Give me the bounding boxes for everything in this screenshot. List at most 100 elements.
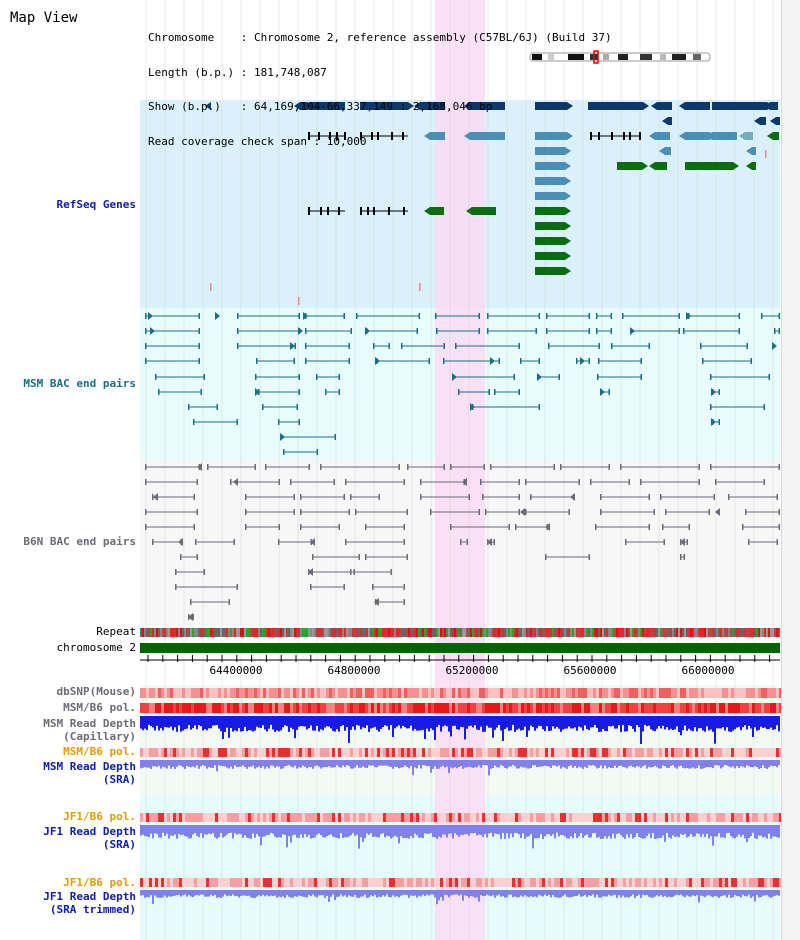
gene-exon: [611, 132, 613, 140]
jf1-pol2-cell: [188, 878, 191, 887]
bac-end: [298, 419, 300, 425]
vertical-scrollbar[interactable]: [781, 0, 800, 940]
repeat-element: [620, 628, 622, 637]
repeat-element: [532, 628, 534, 637]
repeat-element: [144, 628, 146, 637]
dbsnp-cell: [704, 688, 707, 698]
repeat-element: [288, 628, 290, 637]
jf1-depth-trim-bar: [770, 890, 772, 898]
track-label-msm-bac[interactable]: MSM BAC end pairs: [23, 377, 136, 390]
jf1-pol2-cell: [329, 878, 332, 887]
msm-pol-cell: [413, 703, 416, 713]
jf1-depth-trim-bar: [158, 890, 160, 898]
track-label-msm-depth-cap[interactable]: MSM Read Depth: [43, 717, 136, 730]
track-label-chromosome[interactable]: chromosome 2: [56, 641, 136, 654]
track-label-refseq[interactable]: RefSeq Genes: [56, 198, 136, 211]
jf1-pol2-cell: [149, 878, 152, 887]
msm-pol-cell: [410, 703, 413, 713]
track-label-jf1-pol[interactable]: JF1/B6 pol.: [63, 810, 136, 823]
jf1-pol2-cell: [332, 878, 335, 887]
jf1-pol-cell: [578, 813, 581, 822]
msm-depth-sra-bar: [198, 760, 200, 769]
jf1-depth-sra-bar: [266, 825, 268, 836]
msm-depth-capillary-bar: [218, 716, 220, 729]
jf1-pol2-cell: [266, 878, 269, 887]
jf1-pol2-cell: [758, 878, 761, 887]
jf1-depth-sra-bar: [248, 825, 250, 839]
jf1-depth-trim-bar: [174, 890, 176, 896]
track-label-jf1-depth-trim[interactable]: JF1 Read Depth: [43, 890, 136, 903]
track-label-msm-pol[interactable]: MSM/B6 pol.: [63, 701, 136, 714]
msm-pol2-cell: [776, 748, 779, 757]
jf1-depth-trim-bar: [626, 890, 628, 898]
bac-end-marker-icon: [580, 357, 585, 365]
msm-pol-cell: [170, 703, 173, 713]
jf1-depth-trim-bar: [706, 890, 708, 896]
jf1-depth-trim-bar: [194, 890, 196, 896]
jf1-depth-trim-bar: [756, 890, 758, 895]
msm-depth-capillary-bar: [332, 716, 334, 731]
bac-end: [403, 539, 405, 545]
bac-end: [458, 389, 460, 395]
repeat-element: [340, 628, 342, 637]
repeat-element: [622, 628, 624, 637]
jf1-pol-cell: [308, 813, 311, 822]
gene-exon: [327, 207, 329, 215]
gene-exon: [388, 207, 390, 215]
repeat-element: [292, 628, 294, 637]
msm-depth-capillary-bar: [226, 716, 228, 728]
bac-end-marker-icon: [470, 403, 475, 411]
repeat-element: [298, 628, 300, 637]
jf1-depth-sra-bar: [746, 825, 748, 843]
track-label-b6n-bac[interactable]: B6N BAC end pairs: [23, 535, 136, 548]
jf1-depth-sra-bar: [756, 825, 758, 839]
bac-end: [535, 328, 537, 334]
jf1-pol-cell: [731, 813, 734, 822]
dbsnp-cell: [491, 688, 494, 698]
msm-depth-capillary-bar: [764, 716, 766, 728]
jf1-depth-sra-bar: [198, 825, 200, 838]
msm-depth-capillary-bar: [314, 716, 316, 731]
repeat-element: [160, 628, 162, 637]
msm-pol-cell: [647, 703, 650, 713]
msm-depth-capillary-bar: [410, 716, 412, 726]
track-label-msm-depth-sra[interactable]: MSM Read Depth: [43, 760, 136, 773]
repeat-element: [762, 628, 764, 637]
repeat-element: [390, 628, 392, 637]
dbsnp-cell: [512, 688, 515, 698]
jf1-pol2-cell: [596, 878, 599, 887]
msm-pol2-cell: [557, 748, 560, 757]
jf1-depth-sra-bar: [690, 825, 692, 835]
jf1-depth-trim-bar: [568, 890, 570, 898]
track-label-dbsnp[interactable]: dbSNP(Mouse): [56, 685, 136, 698]
track-label-repeat[interactable]: Repeat: [96, 625, 136, 638]
msm-pol-cell: [425, 703, 428, 713]
msm-depth-sra-bar: [274, 760, 276, 768]
bac-end: [598, 358, 600, 364]
track-label-msm-pol-2[interactable]: MSM/B6 pol.: [63, 745, 136, 758]
repeat-element: [674, 628, 676, 637]
msm-pol2-cell: [638, 748, 641, 757]
msm-depth-sra-bar: [312, 760, 314, 769]
msm-depth-sra-bar: [340, 760, 342, 768]
msm-pol-cell: [455, 703, 458, 713]
jf1-depth-sra-bar: [478, 825, 480, 835]
jf1-depth-sra-bar: [508, 825, 510, 839]
jf1-depth-sra-bar: [686, 825, 688, 838]
repeat-element: [490, 628, 492, 637]
track-label-jf1-depth-sra[interactable]: JF1 Read Depth: [43, 825, 136, 838]
msm-depth-sra-bar: [356, 760, 358, 766]
gene: [712, 102, 767, 110]
repeat-element: [564, 628, 566, 637]
bac-end: [678, 328, 680, 334]
msm-pol2-cell: [200, 748, 203, 757]
msm-pol2-cell: [413, 748, 416, 757]
msm-pol-cell: [671, 703, 674, 713]
track-label-jf1-pol-2[interactable]: JF1/B6 pol.: [63, 876, 136, 889]
msm-depth-capillary-bar: [548, 716, 550, 731]
msm-pol2-cell: [698, 748, 701, 757]
jf1-pol-cell: [749, 813, 752, 822]
msm-depth-capillary-bar: [648, 716, 650, 726]
bac-end: [478, 328, 480, 334]
